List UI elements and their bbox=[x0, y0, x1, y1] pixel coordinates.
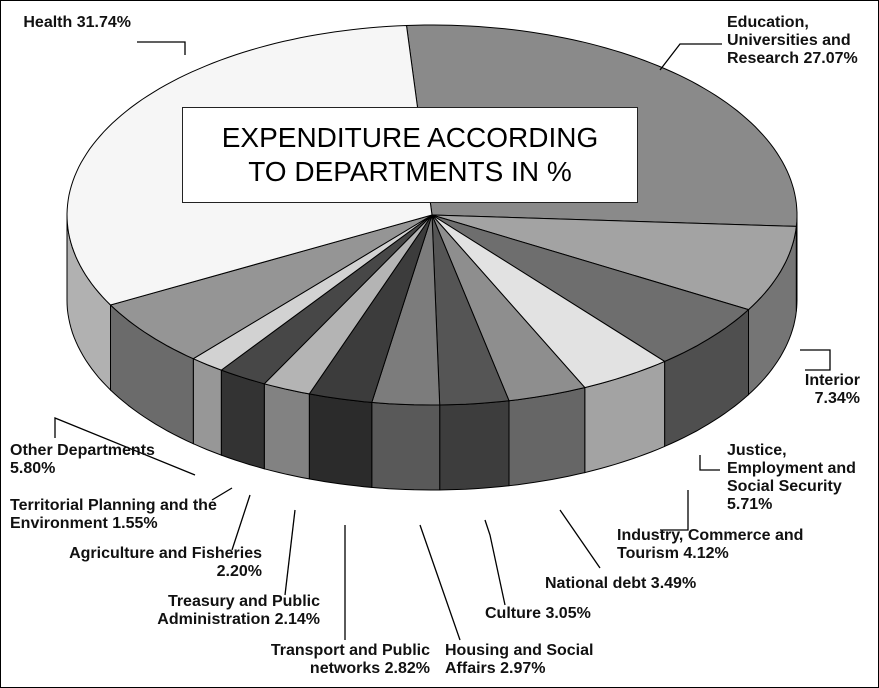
category-name: Culture bbox=[485, 605, 541, 622]
leader-line bbox=[54, 417, 196, 476]
leader-line bbox=[484, 519, 506, 606]
leader-line bbox=[137, 41, 186, 55]
slice-label: Culture 3.05% bbox=[485, 605, 635, 623]
slice-label: Industry, Commerce and Tourism 4.12% bbox=[617, 527, 837, 563]
slice-label: Health 31.74% bbox=[10, 14, 131, 32]
leader-line bbox=[559, 509, 601, 569]
leader-lines bbox=[54, 41, 831, 641]
category-name: Treasury and Public Administration bbox=[157, 593, 320, 628]
category-name: Housing and Social Affairs bbox=[445, 642, 594, 677]
leader-line bbox=[284, 509, 296, 596]
slice-side bbox=[220, 369, 265, 470]
slice bbox=[431, 214, 750, 362]
value-label: 31.74% bbox=[76, 14, 131, 31]
slice bbox=[308, 214, 433, 403]
slice bbox=[109, 214, 433, 360]
category-name: Interior bbox=[804, 372, 860, 389]
category-name: Industry, Commerce and Tourism bbox=[617, 527, 804, 562]
slice bbox=[371, 214, 441, 406]
category-name: Education, Universities and Research bbox=[727, 14, 851, 67]
slice-label: Justice, Employment and Social Security … bbox=[727, 442, 879, 514]
slice-side bbox=[192, 357, 222, 456]
chart-title: EXPENDITURE ACCORDING TO DEPARTMENTS IN … bbox=[182, 107, 638, 203]
slice bbox=[263, 214, 433, 395]
slice-side bbox=[439, 400, 510, 491]
slice-side bbox=[508, 386, 586, 487]
value-label: 7.34% bbox=[814, 390, 860, 407]
leader-line bbox=[659, 43, 722, 71]
slice-label: Education, Universities and Research 27.… bbox=[727, 14, 877, 68]
category-name: Health bbox=[23, 14, 73, 31]
slice-label: National debt 3.49% bbox=[545, 575, 765, 593]
value-label: 4.12% bbox=[683, 545, 729, 562]
value-label: 2.97% bbox=[500, 660, 546, 677]
category-name: Agriculture and Fisheries bbox=[69, 545, 262, 562]
category-name: Justice, Employment and Social Security bbox=[727, 442, 856, 495]
category-name: National debt bbox=[545, 575, 647, 592]
leader-line bbox=[800, 349, 831, 371]
slice-side bbox=[263, 383, 310, 480]
slice-label: Territorial Planning and the Environment… bbox=[10, 497, 260, 533]
leader-line bbox=[419, 524, 461, 641]
value-label: 5.80% bbox=[10, 460, 56, 477]
category-name: Transport and Public networks bbox=[270, 642, 430, 677]
value-label: 27.07% bbox=[803, 50, 858, 67]
value-label: 3.05% bbox=[545, 605, 591, 622]
slice-label: Agriculture and Fisheries 2.20% bbox=[62, 545, 262, 581]
slice bbox=[431, 214, 797, 311]
slice bbox=[431, 214, 510, 406]
slice-label: Housing and Social Affairs 2.97% bbox=[445, 642, 625, 678]
value-label: 1.55% bbox=[112, 515, 158, 532]
slice-label: Treasury and Public Administration 2.14% bbox=[120, 593, 320, 629]
slice-label: Interior 7.34% bbox=[760, 372, 860, 408]
slice bbox=[431, 214, 586, 402]
category-name: Other Departments bbox=[10, 442, 155, 459]
slice-label: Other Departments 5.80% bbox=[10, 442, 200, 478]
leader-line bbox=[211, 487, 233, 501]
slice-side bbox=[308, 393, 373, 488]
leader-line bbox=[660, 490, 689, 531]
slice-label: Transport and Public networks 2.82% bbox=[230, 642, 430, 678]
slice bbox=[431, 214, 666, 389]
slice-side bbox=[371, 401, 441, 491]
value-label: 5.71% bbox=[727, 496, 773, 513]
value-label: 2.14% bbox=[274, 611, 320, 628]
value-label: 3.49% bbox=[650, 575, 697, 592]
leader-line bbox=[231, 494, 251, 551]
category-name: Territorial Planning and the Environment bbox=[10, 497, 217, 532]
value-label: 2.20% bbox=[216, 563, 262, 580]
value-label: 2.82% bbox=[384, 660, 430, 677]
leader-line bbox=[699, 455, 720, 471]
slice bbox=[220, 214, 433, 385]
